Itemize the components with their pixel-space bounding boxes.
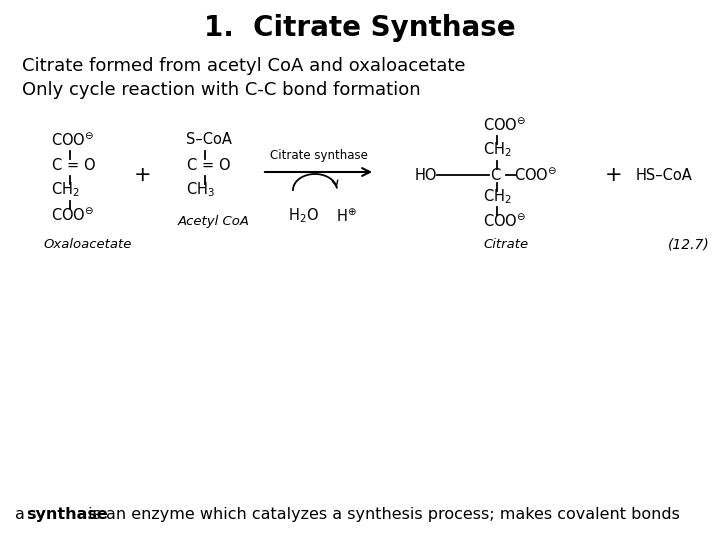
Text: synthase: synthase (26, 507, 108, 522)
Text: Citrate: Citrate (483, 239, 528, 252)
Text: 1.  Citrate Synthase: 1. Citrate Synthase (204, 14, 516, 42)
Text: CH$_3$: CH$_3$ (186, 181, 215, 199)
Text: is an enzyme which catalyzes a synthesis process; makes covalent bonds: is an enzyme which catalyzes a synthesis… (83, 507, 680, 522)
Text: CH$_2$: CH$_2$ (483, 187, 512, 206)
Text: CH$_2$: CH$_2$ (51, 181, 80, 199)
Text: H$_2$O: H$_2$O (288, 207, 319, 225)
Text: +: + (134, 165, 152, 185)
Text: COO$^{\ominus}$: COO$^{\ominus}$ (483, 116, 526, 133)
Text: S–CoA: S–CoA (186, 132, 232, 147)
Text: CH$_2$: CH$_2$ (483, 140, 512, 159)
Text: Oxaloacetate: Oxaloacetate (43, 239, 131, 252)
Text: COO$^{\ominus}$: COO$^{\ominus}$ (483, 212, 526, 230)
Text: C$\,{=}\,$O: C$\,{=}\,$O (186, 157, 232, 173)
Text: H$^{\oplus}$: H$^{\oplus}$ (336, 207, 357, 225)
Text: Only cycle reaction with C-C bond formation: Only cycle reaction with C-C bond format… (22, 81, 420, 99)
Text: a: a (15, 507, 30, 522)
Text: C: C (490, 167, 500, 183)
Text: Acetyl CoA: Acetyl CoA (178, 215, 250, 228)
Text: (12.7): (12.7) (668, 238, 710, 252)
Text: Citrate synthase: Citrate synthase (269, 150, 367, 163)
Text: COO$^{\ominus}$: COO$^{\ominus}$ (514, 166, 557, 184)
Text: Citrate formed from acetyl CoA and oxaloacetate: Citrate formed from acetyl CoA and oxalo… (22, 57, 466, 75)
Text: +: + (606, 165, 623, 185)
Text: COO$^{\ominus}$: COO$^{\ominus}$ (51, 131, 94, 148)
Text: COO$^{\ominus}$: COO$^{\ominus}$ (51, 206, 94, 224)
Text: HS–CoA: HS–CoA (636, 167, 693, 183)
Text: C$\,{=}\,$O: C$\,{=}\,$O (51, 157, 96, 173)
Text: HO: HO (415, 167, 438, 183)
